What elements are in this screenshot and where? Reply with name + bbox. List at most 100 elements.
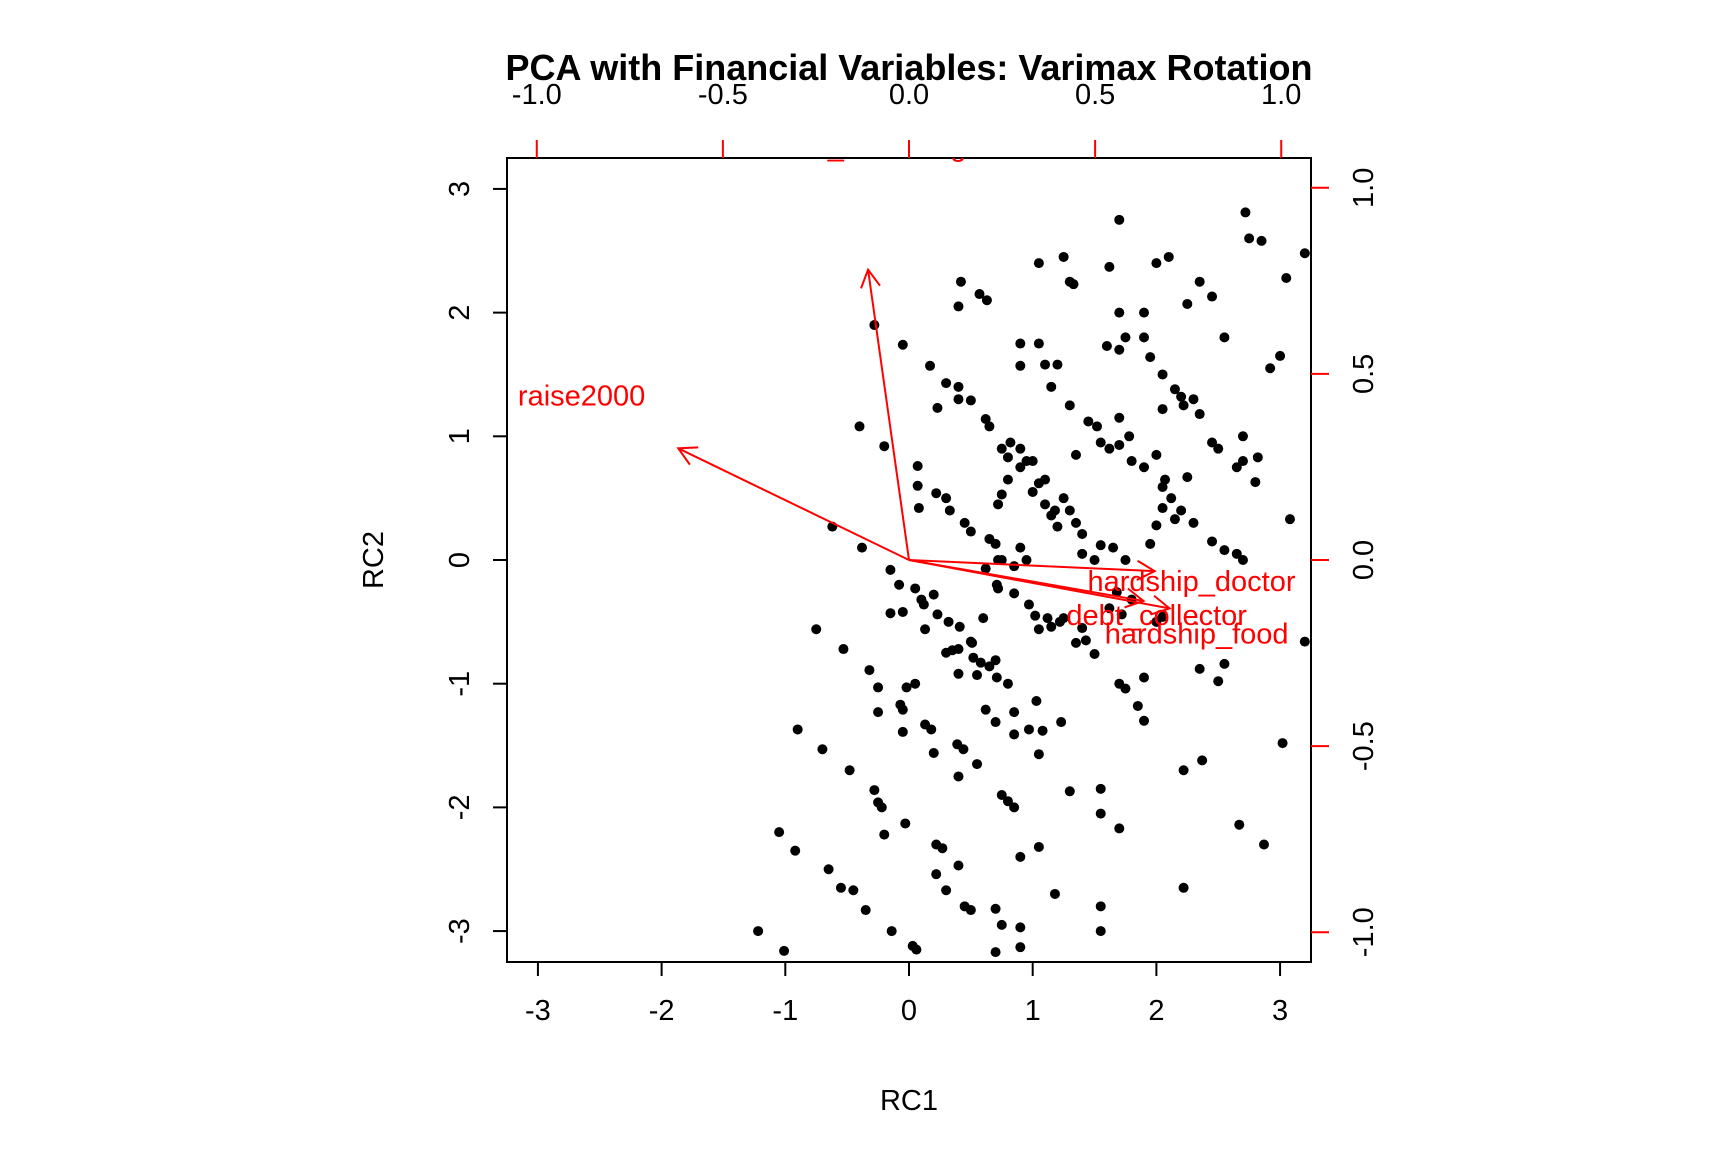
score-point xyxy=(1139,307,1150,318)
score-point xyxy=(835,882,846,893)
score-point xyxy=(848,885,859,896)
score-point xyxy=(1284,514,1295,525)
score-point xyxy=(1237,456,1248,467)
score-point xyxy=(953,381,964,392)
score-point xyxy=(1009,561,1020,572)
scores-layer xyxy=(753,207,1310,958)
score-point xyxy=(790,845,801,856)
score-point xyxy=(1207,291,1218,302)
score-point xyxy=(928,747,939,758)
score-point xyxy=(1182,298,1193,309)
score-point xyxy=(1033,258,1044,269)
score-point xyxy=(1015,942,1026,953)
score-point xyxy=(941,885,952,896)
y-tick-label: -3 xyxy=(444,918,476,944)
top-tick-label: 0.0 xyxy=(889,79,929,111)
score-point xyxy=(972,759,983,770)
score-point xyxy=(941,378,952,389)
score-point xyxy=(1157,611,1168,622)
score-point xyxy=(1049,888,1060,899)
score-point xyxy=(886,926,897,937)
score-point xyxy=(1250,477,1261,488)
score-point xyxy=(1052,521,1063,532)
score-point xyxy=(1126,456,1137,467)
score-point xyxy=(1077,529,1088,540)
right-tick-label: 0.0 xyxy=(1348,540,1380,580)
x-tick-label: 0 xyxy=(901,995,917,1027)
score-point xyxy=(1095,926,1106,937)
score-point xyxy=(1244,233,1255,244)
score-point xyxy=(1002,474,1013,485)
score-point xyxy=(1033,749,1044,760)
score-point xyxy=(1169,384,1180,395)
score-point xyxy=(1256,235,1267,246)
score-point xyxy=(774,827,785,838)
score-point xyxy=(876,802,887,813)
score-point xyxy=(1151,449,1162,460)
score-point xyxy=(1064,400,1075,411)
chart-title: PCA with Financial Variables: Varimax Ro… xyxy=(506,47,1313,88)
y-tick-label: 2 xyxy=(444,305,476,321)
score-point xyxy=(1083,416,1094,427)
score-point xyxy=(1070,449,1081,460)
score-point xyxy=(926,724,937,735)
score-point xyxy=(1037,725,1048,736)
score-point xyxy=(1092,421,1103,432)
score-point xyxy=(1157,503,1168,514)
score-point xyxy=(1178,765,1189,776)
score-point xyxy=(1281,272,1292,283)
score-point xyxy=(980,413,991,424)
score-point xyxy=(953,301,964,312)
score-point xyxy=(1197,755,1208,766)
score-point xyxy=(959,517,970,528)
score-point xyxy=(1157,369,1168,380)
loading-label-financial_knowledge: financial_knowledge xyxy=(721,131,982,163)
score-point xyxy=(931,869,942,880)
score-point xyxy=(1207,437,1218,448)
y-tick-label: 1 xyxy=(444,428,476,444)
score-point xyxy=(1030,610,1041,621)
score-point xyxy=(912,460,923,471)
score-point xyxy=(1027,486,1038,497)
score-point xyxy=(981,295,992,306)
score-point xyxy=(753,926,764,937)
score-point xyxy=(937,843,948,854)
score-point xyxy=(925,360,936,371)
score-point xyxy=(1252,452,1263,463)
score-point xyxy=(931,488,942,499)
score-point xyxy=(953,394,964,405)
score-point xyxy=(1139,332,1150,343)
right-tick-label: 0.5 xyxy=(1348,354,1380,394)
score-point xyxy=(1027,456,1038,467)
top-tick-label: -1.0 xyxy=(512,79,562,111)
score-point xyxy=(1064,786,1075,797)
loading-arrow-financial_knowledge xyxy=(867,269,910,561)
score-point xyxy=(990,655,1001,666)
score-point xyxy=(1095,783,1106,794)
score-point xyxy=(953,771,964,782)
score-point xyxy=(860,905,871,916)
score-point xyxy=(1194,409,1205,420)
score-point xyxy=(873,682,884,693)
score-point xyxy=(1101,341,1112,352)
score-point xyxy=(1157,404,1168,415)
score-point xyxy=(1194,276,1205,287)
x-tick-label: -1 xyxy=(772,995,798,1027)
loading-arrow-raise2000 xyxy=(677,447,910,561)
score-point xyxy=(1009,729,1020,740)
x-tick-label: 1 xyxy=(1025,995,1041,1027)
score-point xyxy=(1114,412,1125,423)
score-point xyxy=(1234,819,1245,830)
score-point xyxy=(1015,922,1026,933)
score-point xyxy=(864,665,875,676)
score-point xyxy=(1151,258,1162,269)
score-point xyxy=(1058,493,1069,504)
score-point xyxy=(991,672,1002,683)
y-tick-label: -2 xyxy=(444,794,476,820)
top-tick-label: 1.0 xyxy=(1261,79,1301,111)
score-point xyxy=(1124,431,1135,442)
score-point xyxy=(941,647,952,658)
score-point xyxy=(1145,538,1156,549)
score-point xyxy=(1015,360,1026,371)
score-point xyxy=(1114,439,1125,450)
